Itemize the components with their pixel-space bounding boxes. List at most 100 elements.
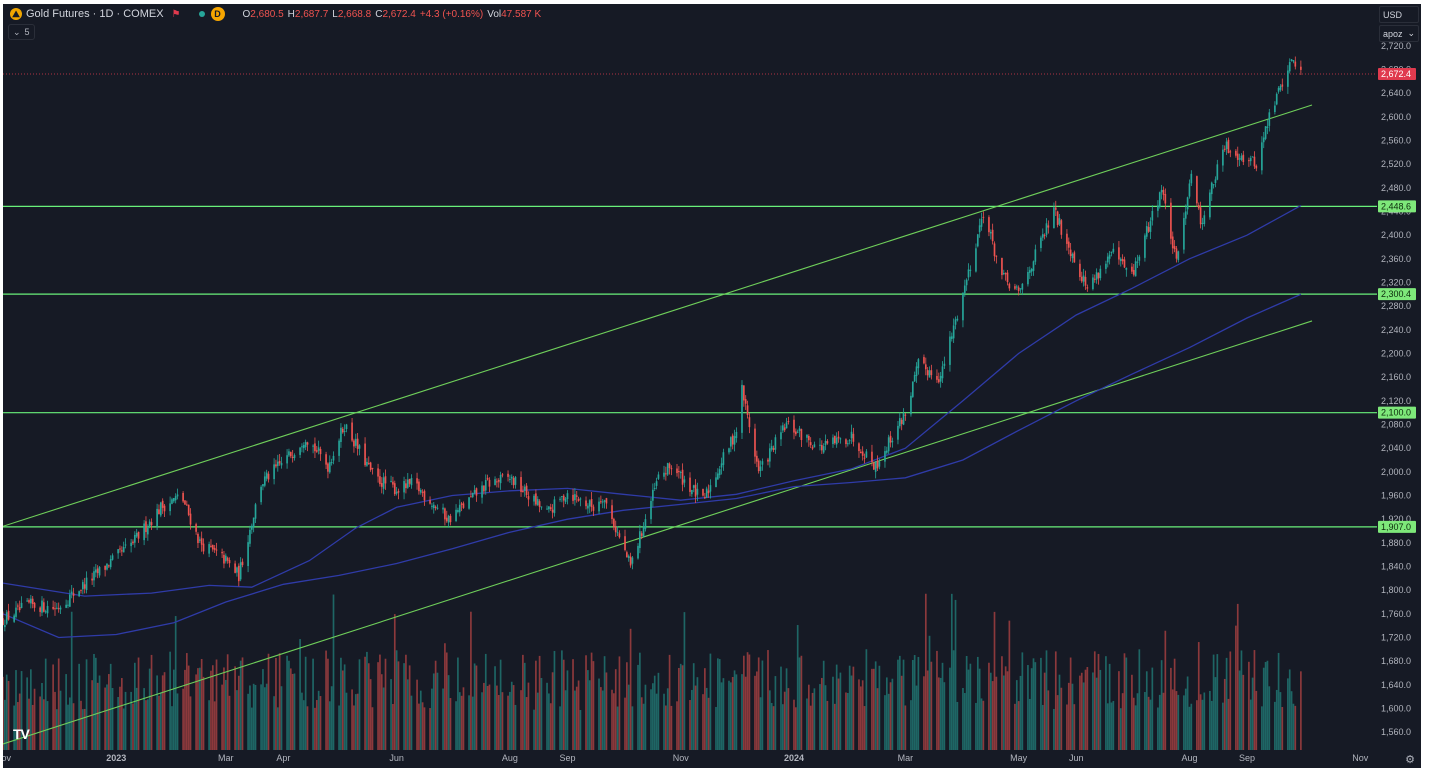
volume-bar (351, 689, 353, 750)
volume-bar (743, 655, 745, 750)
candle-body (423, 490, 426, 501)
volume-bar (70, 611, 73, 750)
volume-bar (1249, 699, 1252, 750)
candle-body (1086, 287, 1089, 289)
candle-body (956, 318, 959, 321)
volume-bar (910, 700, 912, 750)
candle-body (171, 499, 173, 504)
candle-body (754, 428, 756, 457)
candle-body (78, 591, 80, 597)
volume-bar (551, 672, 554, 750)
price-tick-label: 1,800.0 (1381, 585, 1411, 595)
symbol-title[interactable]: Gold Futures · 1D · COMEX (26, 8, 164, 20)
volume-bar (1222, 702, 1224, 750)
volume-bar (340, 657, 342, 750)
volume-bar (1227, 698, 1230, 750)
volume-bar (343, 664, 346, 750)
volume-bar (559, 706, 561, 750)
candle-body (483, 485, 485, 492)
volume-bar (978, 668, 981, 750)
candle-body (1227, 139, 1230, 154)
volume-bar (839, 672, 842, 750)
volume-bar (1199, 694, 1202, 750)
volume-bar (265, 683, 268, 750)
volume-bar (689, 700, 691, 750)
status-pill[interactable]: D (193, 7, 231, 21)
volume-bar (601, 690, 604, 750)
candle-body (1160, 189, 1163, 193)
price-axis: 2,720.02,680.02,640.02,600.02,560.02,520… (1377, 4, 1421, 768)
candle-body (743, 385, 745, 401)
level-price-tag (1378, 200, 1416, 213)
volume-bar (1235, 625, 1237, 750)
candle-body (499, 474, 502, 484)
price-tick-label: 2,000.0 (1381, 467, 1411, 477)
candle-body (1004, 273, 1007, 275)
volume-bar (338, 705, 340, 750)
candle-body (859, 451, 862, 454)
candle-body (5, 612, 8, 624)
candle-body (605, 498, 608, 504)
candle-body (119, 548, 121, 550)
candle-body (7, 610, 10, 620)
price-tick-label: 2,080.0 (1381, 420, 1411, 430)
volume-bar (1119, 708, 1122, 750)
volume-bar (655, 693, 658, 750)
volume-bar (1015, 680, 1018, 750)
scale-mode-select[interactable]: apoz ⌄ (1379, 25, 1419, 42)
candle-body (210, 545, 212, 547)
price-chart[interactable]: 2,720.02,680.02,640.02,600.02,560.02,520… (3, 4, 1421, 768)
volume-bar (429, 708, 431, 750)
volume-bar (260, 684, 262, 750)
volume-bar (314, 707, 316, 750)
volume-bar (1190, 703, 1193, 750)
candle-body (1027, 272, 1029, 285)
indicator-toggle[interactable]: ⌄ 5 (8, 24, 35, 40)
candle-body (884, 451, 886, 462)
volume-bar (325, 650, 327, 750)
volume-bar (1281, 707, 1284, 750)
settings-icon[interactable]: ⚙ (1405, 754, 1415, 766)
volume-bar (273, 696, 275, 750)
candle-body (1131, 266, 1133, 272)
volume-bar (5, 674, 8, 750)
candle-body (639, 531, 641, 549)
volume-bar (527, 682, 530, 750)
volume-bar (1047, 690, 1050, 750)
candle-body (962, 292, 964, 321)
candle-body (1300, 66, 1302, 70)
candle-body (1008, 283, 1011, 289)
candle-body (820, 445, 823, 451)
volume-bar (718, 659, 721, 750)
volume-bar (783, 691, 786, 750)
candle-body (807, 436, 810, 441)
volume-bar (223, 667, 225, 750)
candle-body (228, 560, 231, 564)
volume-bar (1238, 670, 1241, 750)
candle-body (642, 526, 645, 537)
time-tick-label: Nov (3, 753, 11, 763)
candle-body (783, 427, 786, 431)
volume-bar (65, 674, 67, 750)
candle-body (652, 489, 654, 501)
currency-select[interactable]: USD (1379, 6, 1419, 23)
candle-body (512, 478, 515, 486)
candle-body (800, 429, 803, 441)
volume-bar (1034, 662, 1037, 750)
candle-body (197, 533, 199, 544)
candle-body (839, 438, 842, 440)
flag-icon[interactable]: ⚑ (171, 8, 181, 20)
candle-body (1216, 164, 1219, 180)
volume-bar (1177, 694, 1180, 750)
candle-body (39, 607, 41, 612)
candle-body (3, 618, 4, 626)
tradingview-logo-icon[interactable]: TV (13, 726, 30, 742)
candle-body (304, 441, 307, 448)
candle-body (995, 255, 998, 257)
candle-body (1047, 225, 1050, 228)
candle-body (43, 602, 45, 612)
volume-bar (1060, 687, 1063, 750)
candle-body (145, 521, 147, 533)
time-tick-label: Sep (559, 753, 575, 763)
candle-body (82, 582, 84, 590)
